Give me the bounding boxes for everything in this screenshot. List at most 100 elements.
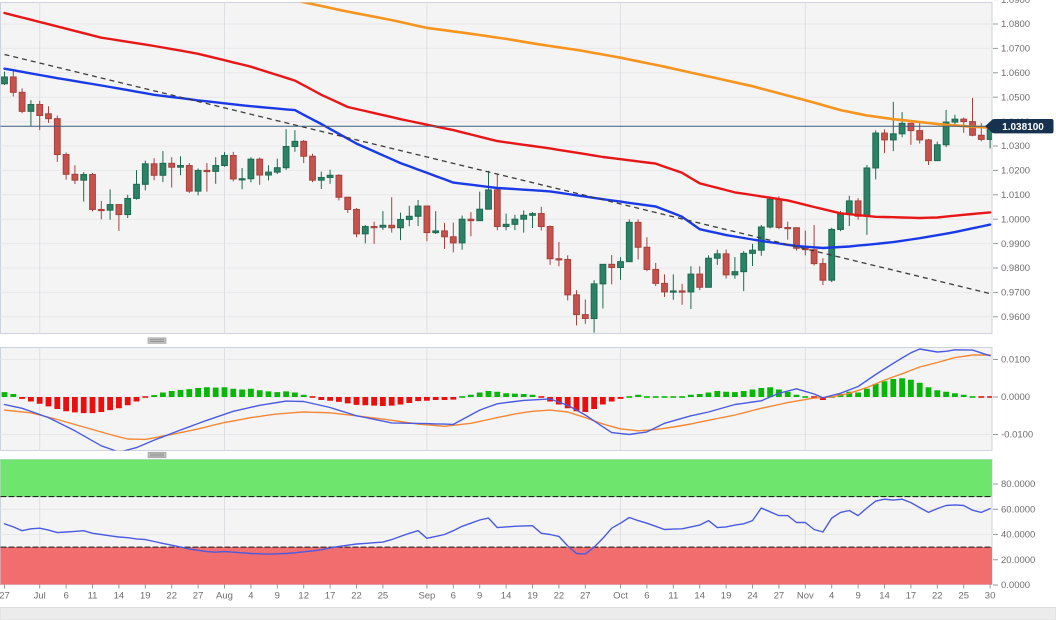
blue-ma-line: [3, 67, 992, 250]
bearish-candle: [467, 218, 475, 222]
macd-histogram-bar: [89, 397, 96, 414]
macd-histogram-bar: [476, 392, 483, 397]
price-axis-label: 1.0800: [1001, 19, 1030, 30]
macd-histogram-bar: [635, 394, 641, 397]
rsi-axis[interactable]: 80.0000 60.0000 40.0000 20.0000 0.0000: [993, 479, 1035, 591]
macd-histogram-bar: [644, 396, 650, 398]
macd-axis-label: 0.0000: [1001, 392, 1030, 403]
bearish-candle: [819, 263, 827, 281]
bearish-candle: [793, 227, 800, 249]
price-axis[interactable]: 1.09001.08001.07001.06001.05001.04001.03…: [993, 0, 1030, 323]
main-price-panel[interactable]: [0, 0, 994, 334]
macd-histogram-bar: [661, 396, 668, 398]
macd-histogram-bar: [943, 391, 949, 397]
time-axis-label: 14: [114, 591, 125, 602]
bearish-candle: [423, 205, 431, 234]
macd-histogram-bar: [538, 396, 545, 398]
price-axis-label: 1.0600: [1001, 68, 1030, 79]
macd-histogram-bar: [652, 396, 659, 398]
bearish-candle: [916, 130, 924, 141]
macd-histogram-bar: [820, 397, 826, 400]
macd-histogram-bar: [925, 387, 932, 397]
bullish-candle: [590, 283, 598, 320]
bullish-candle: [133, 183, 140, 199]
macd-histogram-bar: [318, 397, 325, 400]
macd-axis[interactable]: 0.0100 0.0000 -0.0100: [993, 355, 1033, 441]
price-axis-label: 0.9800: [1001, 263, 1030, 274]
macd-histogram-bar: [450, 397, 457, 400]
bullish-candle: [141, 163, 149, 185]
bottom-scroll-strip[interactable]: [0, 607, 1056, 620]
macd-histogram-bar: [344, 397, 351, 404]
macd-histogram-bar: [784, 391, 791, 397]
macd-histogram-bar: [987, 396, 992, 398]
macd-histogram-bar: [107, 397, 113, 411]
panel-resize-grip-1[interactable]: [147, 337, 167, 344]
bullish-candle: [713, 253, 721, 259]
macd-histogram-bar: [846, 391, 853, 397]
macd-histogram-bar: [670, 396, 677, 398]
macd-histogram-bar: [256, 390, 263, 397]
macd-histogram-bar: [881, 381, 888, 397]
macd-histogram-bar: [362, 397, 369, 406]
macd-panel[interactable]: [0, 347, 994, 453]
macd-histogram-bar: [872, 383, 879, 397]
bearish-candle: [115, 204, 123, 216]
macd-histogram-bar: [767, 387, 773, 397]
macd-histogram: [1, 378, 992, 414]
macd-histogram-bar: [28, 397, 34, 402]
macd-histogram-bar: [890, 379, 897, 397]
price-axis-label: 0.9600: [1001, 312, 1030, 323]
bullish-candle: [265, 171, 272, 176]
bullish-candle: [766, 198, 774, 228]
macd-histogram-bar: [397, 397, 404, 405]
time-axis[interactable]: 27 Jul 6 11 14 19 22 27 Aug 4 9 12 17 22 25 Sep 6 9 14 19 22…: [0, 584, 995, 602]
macd-histogram-bar: [1, 392, 8, 397]
macd-histogram-bar: [732, 392, 738, 397]
current-price-tag: 1.038100: [985, 119, 1054, 134]
bullish-candle: [124, 197, 132, 216]
macd-histogram-bar: [485, 391, 492, 397]
time-axis-label: Sep: [418, 591, 435, 602]
macd-histogram-bar: [248, 388, 254, 397]
time-axis-label: 17: [906, 591, 917, 602]
macd-histogram-bar: [969, 396, 976, 398]
bearish-candle: [53, 118, 61, 156]
panel-resize-grip-2[interactable]: [147, 451, 167, 459]
macd-histogram-bar: [468, 394, 474, 397]
macd-histogram-bar: [327, 397, 333, 401]
bullish-candle: [669, 290, 677, 293]
macd-histogram-bar: [63, 397, 69, 412]
macd-histogram-bar: [978, 396, 985, 398]
time-axis-label: 9: [855, 591, 860, 602]
rsi-overbought-zone: [0, 459, 992, 497]
bearish-candle: [652, 268, 660, 284]
current-price-value: 1.038100: [1002, 122, 1044, 133]
bearish-candle: [678, 290, 686, 293]
macd-axis-label: -0.0100: [1001, 430, 1033, 441]
macd-histogram-bar: [142, 396, 149, 398]
bullish-candle: [1, 76, 8, 85]
bearish-candle: [71, 173, 79, 181]
macd-histogram-bar: [512, 393, 518, 397]
macd-histogram-bar: [80, 397, 87, 414]
macd-histogram-bar: [309, 396, 316, 398]
bullish-candle: [405, 215, 413, 220]
bullish-candle: [502, 223, 510, 228]
bullish-candle: [731, 271, 739, 276]
macd-histogram-bar: [406, 397, 413, 403]
time-axis-label: 24: [747, 591, 758, 602]
rsi-axis-label: 40.0000: [1001, 530, 1035, 541]
bullish-candle: [238, 178, 246, 181]
bearish-candle: [18, 91, 26, 112]
bullish-candle: [414, 205, 422, 217]
macd-histogram-bar: [283, 391, 289, 397]
rsi-panel[interactable]: [0, 459, 993, 585]
bullish-candle: [599, 263, 607, 285]
time-axis-label: 4: [248, 591, 253, 602]
bearish-candle: [441, 230, 448, 238]
macd-histogram-bar: [371, 397, 377, 406]
bullish-candle: [432, 230, 440, 234]
macd-histogram-bar: [221, 387, 228, 397]
